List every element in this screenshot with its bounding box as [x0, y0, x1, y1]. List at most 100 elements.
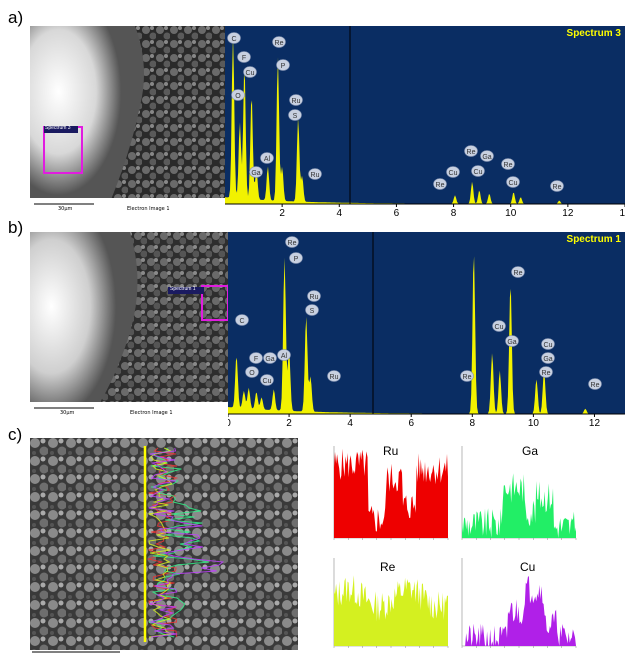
svg-text:Ga: Ga: [482, 154, 491, 161]
element-peak-label: Re: [272, 36, 286, 48]
svg-text:S: S: [293, 113, 298, 120]
svg-text:Ga: Ga: [543, 356, 552, 363]
element-peak-label: Re: [588, 378, 602, 390]
svg-text:Re: Re: [275, 40, 284, 47]
svg-text:Cu: Cu: [449, 170, 458, 177]
svg-text:P: P: [281, 63, 286, 70]
element-peak-label: S: [305, 304, 319, 316]
x-tick-label: 10: [505, 208, 517, 218]
svg-text:F: F: [242, 55, 246, 62]
x-tick-label: 0: [228, 418, 231, 428]
element-peak-label: Ru: [308, 168, 322, 180]
svg-text:O: O: [235, 93, 241, 100]
sem-image-a: Spectrum 3 30µm Electron Image 1: [30, 26, 225, 214]
element-peak-label: Cu: [260, 374, 274, 386]
svg-text:Ga: Ga: [251, 170, 260, 177]
svg-text:Ru: Ru: [292, 98, 301, 105]
svg-text:S: S: [310, 308, 315, 315]
x-tick-label: 12: [562, 208, 574, 218]
svg-text:Cu: Cu: [263, 378, 272, 385]
map-label-re: Re: [380, 560, 396, 574]
element-peak-label: Al: [260, 152, 274, 164]
element-peak-label: Ru: [289, 94, 303, 106]
element-peak-label: Re: [511, 266, 525, 278]
svg-text:Re: Re: [504, 162, 513, 169]
element-peak-label: C: [227, 32, 241, 44]
element-peak-label: Ga: [541, 352, 555, 364]
svg-text:P: P: [294, 256, 299, 263]
panel-label-a: a): [8, 8, 24, 27]
svg-text:Ru: Ru: [330, 374, 339, 381]
svg-text:Al: Al: [281, 353, 288, 360]
element-peak-label: Al: [277, 349, 291, 361]
element-peak-label: Cu: [492, 320, 506, 332]
element-peak-label: Cu: [446, 166, 460, 178]
element-map-ru: Ru: [328, 440, 452, 548]
svg-text:Re: Re: [467, 149, 476, 156]
x-tick-label: 2: [279, 208, 285, 218]
svg-text:Cu: Cu: [246, 70, 255, 77]
svg-text:Re: Re: [514, 270, 523, 277]
svg-text:Re: Re: [288, 240, 297, 247]
x-tick-label: 8: [451, 208, 457, 218]
element-peak-label: O: [231, 89, 245, 101]
element-peak-label: Ga: [505, 335, 519, 347]
svg-text:Re: Re: [463, 374, 472, 381]
svg-text:F: F: [254, 356, 258, 363]
element-peak-label: Re: [460, 370, 474, 382]
sem-linescan-image-c: [30, 438, 298, 654]
svg-text:Cu: Cu: [509, 180, 518, 187]
spectrum-axis: [225, 204, 625, 218]
svg-text:C: C: [239, 318, 244, 325]
element-peak-label: Cu: [471, 165, 485, 177]
map-label-cu: Cu: [520, 560, 536, 574]
spectrum-marker-box-b: [201, 285, 228, 321]
svg-text:Ga: Ga: [265, 356, 274, 363]
element-peak-label: Re: [285, 236, 299, 248]
x-tick-label: 4: [337, 208, 343, 218]
element-peak-label: P: [289, 252, 303, 264]
element-peak-label: Ga: [480, 150, 494, 162]
svg-text:Cu: Cu: [474, 169, 483, 176]
svg-text:Re: Re: [553, 184, 562, 191]
map-label-ru: Ru: [383, 444, 399, 458]
spectrum-title-a: Spectrum 3: [566, 28, 621, 39]
eds-spectrum-b: 0 2 4 6 8 10 12 Re P Ru S C FO Cu Ga Al Ru Re Cu Ga Re Cu Ga Re…: [228, 232, 625, 428]
element-peak-label: Cu: [506, 176, 520, 188]
element-peak-label: O: [245, 366, 259, 378]
element-peak-label: Ru: [307, 290, 321, 302]
element-peak-label: Re: [501, 158, 515, 170]
sem-scale-text-a: 30µm: [58, 206, 73, 212]
sem-marker-label-b: Spectrum 1: [170, 286, 196, 292]
x-tick-label: 8: [470, 418, 476, 428]
map-intensity: [462, 473, 576, 538]
svg-text:Cu: Cu: [544, 342, 553, 349]
map-intensity: [462, 576, 576, 646]
spectrum-background: [225, 26, 625, 218]
element-map-ga: Ga: [456, 440, 580, 548]
element-peak-label: F: [237, 51, 251, 63]
element-peak-label: Cu: [243, 66, 257, 78]
spectrum-axis: [228, 414, 625, 428]
element-peak-label: S: [288, 109, 302, 121]
svg-text:O: O: [249, 370, 255, 377]
sem-image-b: Spectrum 1 30µm Electron Image 1: [30, 232, 228, 418]
panel-label-c: c): [8, 425, 23, 444]
spectrum-background: [228, 232, 625, 428]
svg-text:Ru: Ru: [310, 294, 319, 301]
x-tick-label: 10: [528, 418, 540, 428]
sem-scale-text-b: 30µm: [60, 410, 75, 416]
svg-text:Al: Al: [264, 156, 271, 163]
map-label-ga: Ga: [522, 444, 539, 458]
map-intensity: [334, 448, 448, 538]
sem-marker-label-a: Spectrum 3: [45, 125, 71, 131]
svg-text:Cu: Cu: [495, 324, 504, 331]
svg-text:Ru: Ru: [311, 172, 320, 179]
map-intensity: [334, 575, 448, 646]
element-peak-label: Re: [539, 366, 553, 378]
svg-text:Re: Re: [591, 382, 600, 389]
spectrum-title-b: Spectrum 1: [566, 234, 621, 245]
element-peak-label: C: [235, 314, 249, 326]
x-tick-label: 12: [589, 418, 601, 428]
element-peak-label: Re: [464, 145, 478, 157]
